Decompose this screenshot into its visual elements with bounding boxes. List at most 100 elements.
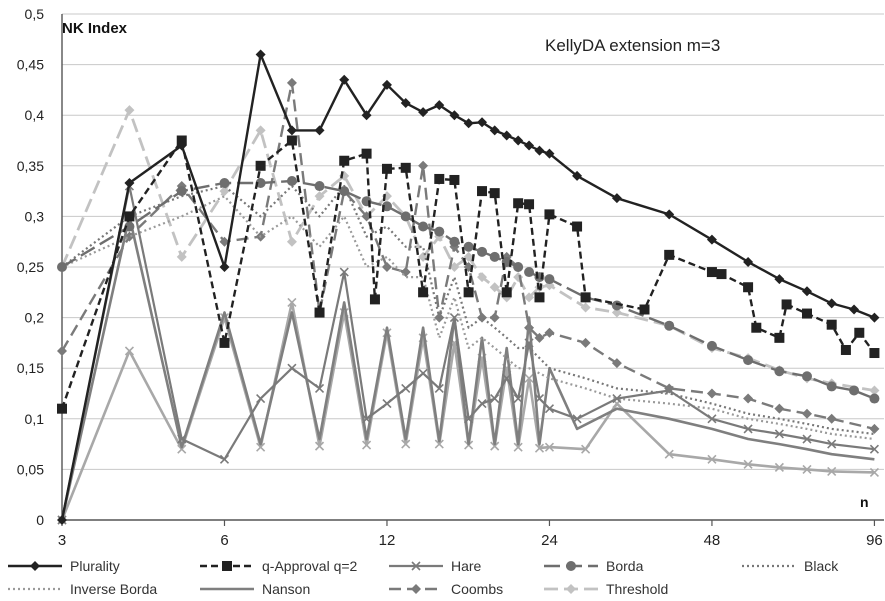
data-point: [124, 231, 135, 242]
legend-label-threshold: Threshold: [606, 581, 669, 597]
data-point: [524, 373, 534, 383]
data-point: [449, 174, 460, 185]
data-point: [534, 393, 545, 404]
data-point: [477, 399, 487, 409]
data-point: [339, 155, 350, 166]
data-point: [449, 313, 459, 323]
data-point: [706, 388, 717, 399]
data-point: [774, 403, 785, 414]
x-tick-label: 96: [866, 532, 883, 549]
data-point: [802, 434, 812, 444]
data-point: [339, 186, 350, 197]
y-tick-label: 0,4: [25, 107, 45, 123]
data-point: [572, 221, 583, 232]
data-point: [534, 145, 545, 156]
series-q-approval-q-2: [57, 135, 880, 414]
data-point: [751, 322, 762, 333]
data-point: [781, 299, 792, 310]
data-point: [418, 368, 428, 378]
y-tick-label: 0,15: [17, 360, 44, 376]
data-point: [580, 337, 591, 348]
legend-item-inverse-borda: Inverse Borda: [6, 579, 157, 599]
data-point: [434, 173, 445, 184]
data-point: [869, 393, 880, 404]
data-point: [477, 272, 488, 283]
data-point: [524, 267, 535, 278]
data-point: [401, 383, 411, 394]
data-point: [580, 292, 591, 303]
data-point: [664, 449, 674, 459]
data-point: [255, 125, 266, 136]
data-point: [743, 424, 753, 434]
data-point: [124, 346, 135, 356]
series-line-nanson: [60, 215, 875, 521]
data-point: [449, 262, 460, 272]
data-point: [434, 439, 444, 449]
legend-marker: [411, 584, 421, 594]
data-point: [826, 319, 837, 330]
data-point: [869, 312, 880, 323]
data-point: [869, 467, 879, 478]
series-nanson: [60, 215, 875, 521]
data-point: [219, 186, 230, 197]
data-point: [124, 105, 135, 116]
legend-marker: [222, 561, 232, 571]
data-point: [314, 307, 325, 318]
series-hare: [57, 181, 879, 525]
data-point: [534, 292, 545, 303]
y-tick-label: 0,1: [25, 411, 45, 427]
data-point: [463, 251, 474, 262]
legend-item-black: Black: [740, 556, 838, 576]
data-point: [490, 441, 500, 451]
x-tick-label: 6: [220, 532, 228, 549]
data-point: [743, 355, 754, 366]
data-point: [572, 170, 583, 181]
data-point: [464, 414, 474, 424]
data-point: [489, 125, 500, 136]
y-tick-label: 0,25: [17, 259, 44, 275]
data-point: [743, 393, 754, 404]
data-point: [434, 383, 444, 394]
series-line-black: [61, 184, 875, 436]
data-point: [639, 304, 650, 315]
data-point: [524, 140, 535, 151]
data-point: [706, 340, 717, 351]
data-point: [801, 308, 812, 319]
data-point: [124, 211, 135, 222]
data-point: [286, 125, 297, 136]
y-tick-label: 0,3: [25, 208, 45, 224]
data-point: [434, 226, 445, 237]
data-point: [534, 332, 545, 343]
data-point: [802, 464, 812, 474]
data-point: [774, 429, 784, 439]
series-black: [61, 184, 875, 436]
data-point: [544, 404, 555, 414]
data-point: [774, 366, 785, 377]
data-point: [869, 444, 879, 454]
data-point: [826, 413, 837, 424]
data-point: [418, 287, 429, 298]
data-point: [664, 385, 674, 396]
data-point: [57, 262, 67, 272]
data-point: [502, 373, 512, 383]
legend-marker: [411, 561, 421, 571]
data-point: [611, 300, 622, 311]
data-point: [219, 337, 230, 348]
data-point: [611, 358, 622, 369]
data-point: [124, 178, 135, 189]
data-point: [706, 267, 717, 278]
data-point: [743, 282, 754, 293]
legend-item-threshold: Threshold: [542, 579, 668, 599]
data-point: [774, 462, 784, 472]
data-point: [219, 236, 230, 247]
data-point: [869, 423, 880, 434]
data-point: [490, 393, 500, 404]
data-point: [524, 199, 535, 210]
data-point: [219, 454, 230, 464]
data-point: [664, 320, 675, 331]
data-point: [286, 236, 297, 247]
data-point: [362, 440, 372, 450]
data-point: [706, 234, 717, 245]
data-point: [314, 191, 325, 202]
data-point: [826, 381, 837, 392]
